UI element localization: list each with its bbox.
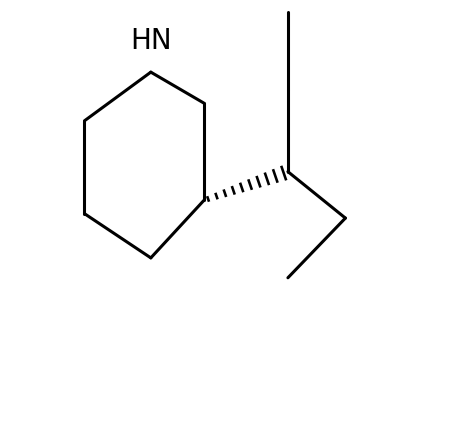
Text: HN: HN <box>130 27 171 55</box>
